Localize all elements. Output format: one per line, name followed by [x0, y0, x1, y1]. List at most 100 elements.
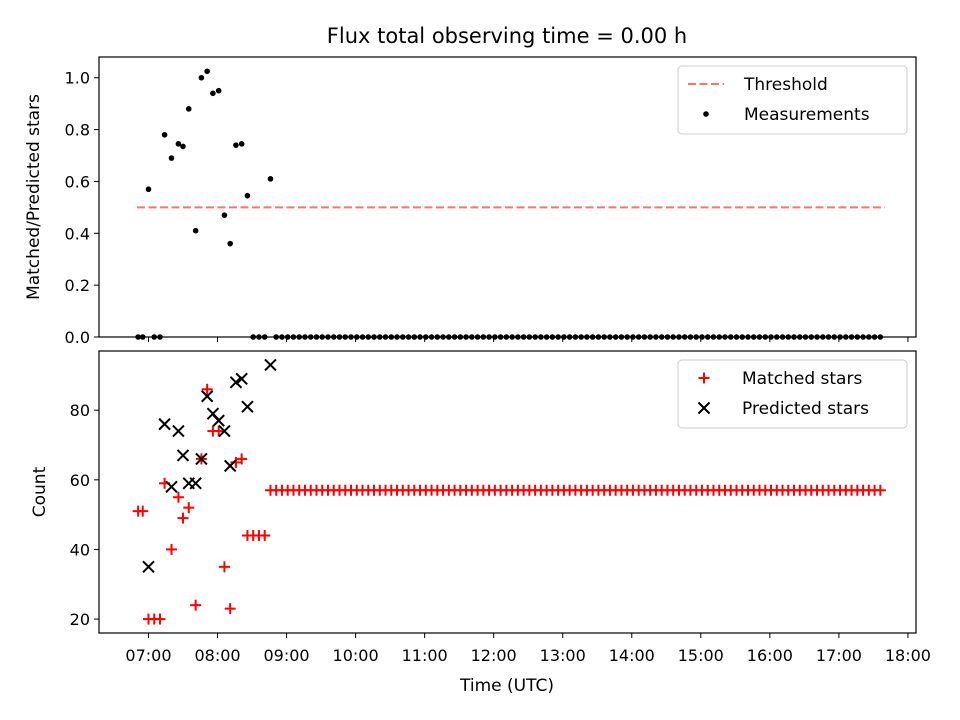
measurements-point [267, 176, 274, 182]
bottom-x-tick-label: 15:00 [678, 646, 724, 665]
top-y-axis-label: Matched/Predicted stars [24, 94, 44, 300]
predicted-stars-point [235, 372, 248, 386]
predicted-stars-point-b [195, 452, 208, 466]
predicted-stars-point-b [189, 477, 202, 490]
legend-matched-stars-swatch [698, 372, 710, 384]
bottom-x-tick-label: 10:00 [333, 646, 379, 665]
matched-stars-point [165, 543, 177, 555]
bottom-x-tick-label: 14:00 [609, 646, 655, 665]
legend-measurements-swatch [703, 111, 709, 117]
top-y-tick-label: 0.6 [65, 172, 90, 191]
predicted-stars-point-b [200, 390, 214, 403]
predicted-stars-point [195, 452, 208, 466]
legend-threshold-label: Threshold [743, 75, 828, 95]
legend-matched-stars-label: Matched stars [742, 369, 862, 389]
matched-stars-point [224, 603, 236, 615]
predicted-stars-point-b [158, 417, 171, 431]
top-legend: Threshold Measurements [677, 65, 908, 135]
bottom-y-tick-label: 60 [70, 471, 90, 490]
measurements-point [210, 90, 216, 97]
predicted-stars-point-b [172, 424, 185, 438]
predicted-stars-point [212, 414, 225, 427]
top-y-tick-label: 0.8 [65, 121, 90, 140]
bottom-x-tick-label: 13:00 [540, 646, 586, 665]
matched-stars-point [236, 453, 248, 465]
measurements-point [192, 227, 199, 234]
predicted-stars-point-b [241, 400, 254, 413]
bottom-y-axis-label: Count [30, 466, 50, 517]
bottom-legend-box [677, 359, 908, 429]
bottom-x-tick-label: 18:00 [885, 646, 931, 665]
measurements-point [168, 155, 175, 161]
top-y-tick-label: 0.4 [65, 224, 90, 243]
matched-stars-point [190, 599, 202, 611]
measurements-point [244, 192, 251, 199]
matched-stars-point [183, 502, 195, 514]
predicted-stars-point [264, 358, 277, 372]
predicted-stars-point-b [229, 376, 243, 389]
bottom-x-tick-label: 07:00 [125, 646, 171, 665]
measurements-point [175, 141, 182, 147]
bottom-y-tick-label: 20 [70, 610, 90, 629]
predicted-stars-point-b [206, 407, 220, 420]
measurements-point [238, 141, 245, 147]
bottom-x-tick-label: 11:00 [402, 646, 448, 665]
matched-stars-point [874, 484, 886, 496]
predicted-stars-point [218, 424, 231, 438]
matched-stars-point [218, 561, 230, 573]
bottom-x-tick-label: 12:00 [471, 646, 517, 665]
top-legend-box [677, 65, 908, 135]
bottom-x-tick-label: 16:00 [747, 646, 793, 665]
matched-stars-point [201, 383, 213, 395]
legend-predicted-stars-swatch [697, 401, 711, 415]
predicted-stars-point-b [176, 449, 190, 462]
bottom-plot: 20 40 60 80 07:00 08:00 09:00 10:00 11:00 12:00 13… [70, 350, 931, 665]
chart-title: Flux total observing time = 0.00 h [327, 24, 687, 48]
predicted-stars-point [223, 459, 237, 473]
bottom-x-tick-label: 09:00 [264, 646, 310, 665]
measurements-point [185, 106, 192, 112]
measurements-point [198, 74, 205, 81]
predicted-stars-point-b [142, 560, 155, 574]
measurements-point [215, 87, 222, 94]
predicted-stars-point [229, 376, 243, 389]
predicted-stars-point [176, 449, 190, 462]
top-y-tick-label: 1.0 [65, 69, 90, 88]
predicted-stars-point-b [212, 414, 225, 427]
predicted-stars-point-b [165, 480, 178, 493]
predicted-stars-point [200, 390, 214, 403]
measurements-point [221, 212, 228, 218]
bottom-x-tick-label: 08:00 [194, 646, 240, 665]
matched-stars-point [213, 425, 225, 437]
predicted-stars-point [172, 424, 185, 438]
matched-stars-point [137, 505, 149, 517]
measurements-point [233, 142, 239, 148]
measurements-point [204, 68, 210, 75]
measurements-point [180, 143, 186, 150]
measurements-point [161, 131, 168, 138]
bottom-y-tick-label: 80 [70, 401, 90, 420]
predicted-stars-point-b [264, 358, 277, 372]
predicted-stars-point-b [218, 424, 231, 438]
matched-stars-point [177, 512, 189, 524]
bottom-x-tick-label: 17:00 [816, 646, 862, 665]
top-axes-frame [98, 56, 917, 338]
top-y-tick-label: 0.2 [65, 276, 90, 295]
predicted-stars-point-b [235, 372, 248, 386]
predicted-stars-point [158, 417, 171, 431]
predicted-stars-point [165, 480, 178, 493]
legend-predicted-stars-label: Predicted stars [742, 399, 869, 419]
x-axis-label: Time (UTC) [459, 676, 554, 696]
predicted-stars-point [241, 400, 254, 413]
legend-swatch-b [697, 401, 711, 415]
predicted-stars-point [142, 560, 155, 574]
matched-stars-point [172, 491, 184, 503]
matched-stars-point [154, 613, 166, 625]
top-y-tick-label: 0.0 [65, 328, 90, 347]
bottom-legend: Matched stars Predicted stars [677, 359, 908, 429]
predicted-stars-point [189, 477, 202, 490]
matched-stars-point [259, 530, 271, 542]
bottom-axes-frame [98, 350, 917, 634]
measurements-point [145, 186, 152, 193]
predicted-stars-point-b [223, 459, 237, 473]
